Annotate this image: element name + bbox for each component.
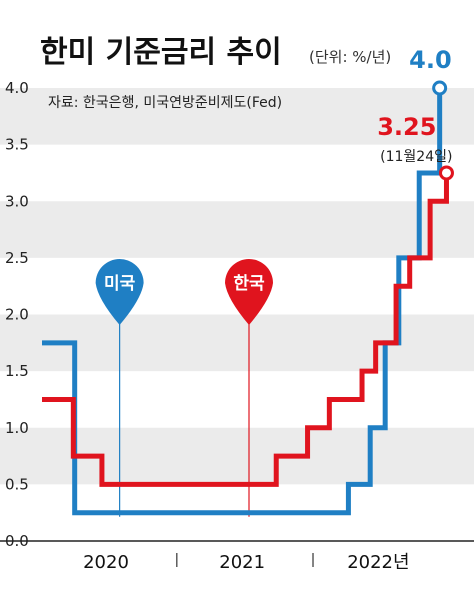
y-tick-label: 1.5 <box>5 362 29 380</box>
chart-title: 한미 기준금리 추이 <box>40 35 282 70</box>
grid-band <box>0 88 474 145</box>
grid-band <box>0 201 474 258</box>
y-tick-label: 4.0 <box>5 79 29 97</box>
pin-label: 미국 <box>104 274 136 294</box>
x-tick-label: 2022년 <box>347 552 409 573</box>
y-tick-label: 0.5 <box>5 475 29 493</box>
y-tick-label: 3.5 <box>5 136 29 154</box>
y-tick-label: 1.0 <box>5 419 29 437</box>
y-axis: 4.0 3.5 3.0 2.5 2.0 1.5 1.0 0.5 0.0 <box>5 79 29 550</box>
series-lines <box>42 80 454 516</box>
y-tick-label: 2.5 <box>5 249 29 267</box>
end-date-label: (11월24일) <box>380 149 452 165</box>
series-end-marker <box>438 165 454 181</box>
pin-label: 한국 <box>233 274 265 294</box>
y-tick-label: 2.0 <box>5 306 29 324</box>
pin-marker <box>95 259 144 325</box>
pin-0: 미국 <box>95 259 144 517</box>
end-value-label: 4.0 <box>409 46 452 74</box>
x-tick-label: 2020 <box>83 552 129 573</box>
end-value-label: 3.25 <box>377 113 436 141</box>
x-tick-label: 2021 <box>219 552 265 573</box>
end-labels: 4.0 3.25 (11월24일) <box>377 46 452 165</box>
y-tick-label: 3.0 <box>5 192 29 210</box>
x-axis: 2020 2021 2022년 <box>83 552 409 573</box>
y-tick-label: 0.0 <box>5 532 29 550</box>
series-line-1 <box>42 172 449 487</box>
unit-label: (단위: %/년) <box>309 48 391 66</box>
pins: 미국 한국 <box>95 259 273 517</box>
source-note: 자료: 한국은행, 미국연방준비제도(Fed) <box>48 95 282 111</box>
series-end-marker <box>432 80 448 96</box>
series-line-0 <box>42 88 443 516</box>
pin-marker <box>225 259 273 325</box>
